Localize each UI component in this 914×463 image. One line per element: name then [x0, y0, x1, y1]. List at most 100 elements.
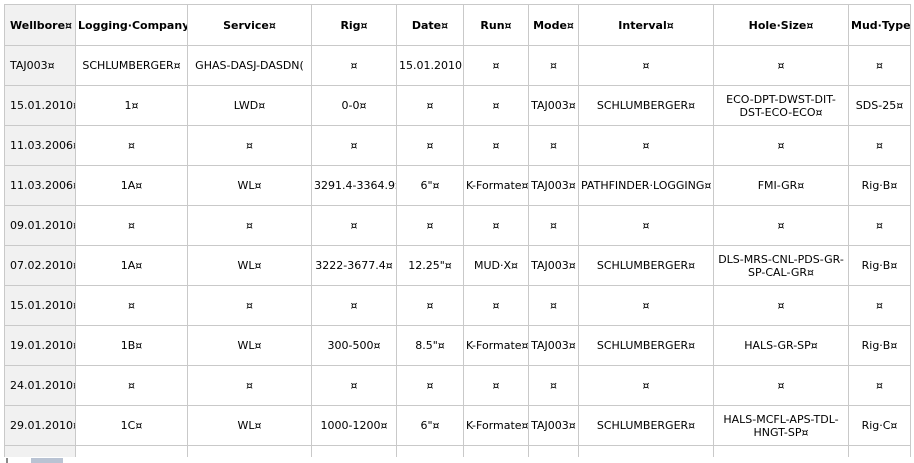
cell-hole-size[interactable]: ¤: [713, 45, 849, 86]
cell-interval[interactable]: SCHLUMBERGER¤: [578, 245, 714, 286]
header-mode[interactable]: Mode¤: [528, 4, 579, 46]
header-date[interactable]: Date¤: [396, 4, 464, 46]
cell-logging-company[interactable]: SCHLUMBERGER¤: [75, 45, 188, 86]
cell-hole-size[interactable]: HALS-GR-SP¤: [713, 325, 849, 366]
cell-mud-type[interactable]: ¤: [848, 285, 911, 326]
cell-hole-size[interactable]: ¤: [713, 365, 849, 406]
cell-run[interactable]: ¤: [463, 45, 529, 86]
cell-wellbore[interactable]: 24.01.2010¤: [4, 365, 76, 406]
cell-mud-type[interactable]: Rig·B¤: [848, 325, 911, 366]
header-hole-size[interactable]: Hole·Size¤: [713, 4, 849, 46]
cell-interval[interactable]: ¤: [578, 125, 714, 166]
cell-mud-type[interactable]: Rig·B¤: [848, 165, 911, 206]
cell-rig[interactable]: ¤: [311, 125, 397, 166]
cell-run[interactable]: MUD·X¤: [463, 245, 529, 286]
cell-mode[interactable]: ¤: [528, 125, 579, 166]
cell-run[interactable]: K-Formate¤: [463, 325, 529, 366]
cell-run[interactable]: ¤: [463, 285, 529, 326]
cell-wellbore[interactable]: 07.02.2010¤: [4, 245, 76, 286]
header-interval[interactable]: Interval¤: [578, 4, 714, 46]
cell-date[interactable]: 12.25"¤: [396, 245, 464, 286]
cell-mud-type[interactable]: Rig·B¤: [848, 245, 911, 286]
cell-date[interactable]: 8.5"¤: [396, 325, 464, 366]
cell-wellbore[interactable]: TAJ003¤: [4, 45, 76, 86]
cell-rig[interactable]: 300-500¤: [311, 325, 397, 366]
cell-run[interactable]: K-Formate¤: [463, 405, 529, 446]
cell-rig[interactable]: 3291.4-3364.9¤: [311, 165, 397, 206]
header-logging-company[interactable]: Logging·Company¤: [75, 4, 188, 46]
cell-mode[interactable]: ¤: [528, 365, 579, 406]
cell-mode[interactable]: TAJ003¤: [528, 405, 579, 446]
cell-hole-size[interactable]: DLS-MRS-CNL-PDS-GR-SP-CAL-GR¤: [713, 245, 849, 286]
cell-run[interactable]: ¤: [463, 205, 529, 246]
cell-run[interactable]: ¤: [463, 85, 529, 126]
cell-mode[interactable]: TAJ003¤: [528, 85, 579, 126]
cell-date[interactable]: 6"¤: [396, 405, 464, 446]
cell-mode[interactable]: ¤: [528, 285, 579, 326]
cell-date[interactable]: 6"¤: [396, 165, 464, 206]
cell-service[interactable]: WL¤: [187, 245, 312, 286]
cell-mode[interactable]: TAJ003¤: [528, 245, 579, 286]
cell-mud-type[interactable]: ¤: [848, 125, 911, 166]
cell-date[interactable]: 15.01.2010(: [396, 45, 464, 86]
cell-logging-company[interactable]: 1B¤: [75, 325, 188, 366]
cell-interval[interactable]: ¤: [578, 45, 714, 86]
cell-mode[interactable]: TAJ003¤: [528, 165, 579, 206]
cell-service[interactable]: ¤: [187, 125, 312, 166]
cell-logging-company[interactable]: ¤: [75, 205, 188, 246]
cell-mode[interactable]: TAJ003¤: [528, 325, 579, 366]
cell-logging-company[interactable]: 1A¤: [75, 245, 188, 286]
cell-hole-size[interactable]: ¤: [713, 125, 849, 166]
cell-date[interactable]: ¤: [396, 285, 464, 326]
cell-mud-type[interactable]: ¤: [848, 45, 911, 86]
cell-interval[interactable]: ¤: [578, 365, 714, 406]
cell-rig[interactable]: ¤: [311, 365, 397, 406]
cell-date[interactable]: ¤: [396, 85, 464, 126]
cell-interval[interactable]: PATHFINDER·LOGGING¤: [578, 165, 714, 206]
cell-rig[interactable]: ¤: [311, 45, 397, 86]
cell-logging-company[interactable]: ¤: [75, 365, 188, 406]
cell-logging-company[interactable]: 1C¤: [75, 405, 188, 446]
cell-rig[interactable]: ¤: [311, 205, 397, 246]
cell-interval[interactable]: ¤: [578, 285, 714, 326]
cell-interval[interactable]: ¤: [578, 205, 714, 246]
header-wellbore[interactable]: Wellbore¤: [4, 4, 76, 46]
cell-mud-type[interactable]: SDS-25¤: [848, 85, 911, 126]
cell-mud-type[interactable]: ¤: [848, 205, 911, 246]
cell-mud-type[interactable]: Rig·C¤: [848, 405, 911, 446]
header-rig[interactable]: Rig¤: [311, 4, 397, 46]
cell-service[interactable]: GHAS-DASJ-DASDN(: [187, 45, 312, 86]
cell-wellbore[interactable]: 29.01.2010¤: [4, 405, 76, 446]
cell-service[interactable]: ¤: [187, 365, 312, 406]
cell-service[interactable]: ¤: [187, 205, 312, 246]
cell-mud-type[interactable]: ¤: [848, 365, 911, 406]
cell-service[interactable]: WL¤: [187, 325, 312, 366]
cell-mode[interactable]: ¤: [528, 205, 579, 246]
cell-service[interactable]: WL¤: [187, 405, 312, 446]
cell-rig[interactable]: 0-0¤: [311, 85, 397, 126]
cell-hole-size[interactable]: HALS-MCFL-APS-TDL-HNGT-SP¤: [713, 405, 849, 446]
cell-logging-company[interactable]: 1¤: [75, 85, 188, 126]
cell-logging-company[interactable]: ¤: [75, 125, 188, 166]
cell-date[interactable]: ¤: [396, 205, 464, 246]
cell-rig[interactable]: 3222-3677.4¤: [311, 245, 397, 286]
cell-hole-size[interactable]: ¤: [713, 285, 849, 326]
header-service[interactable]: Service¤: [187, 4, 312, 46]
cell-logging-company[interactable]: ¤: [75, 285, 188, 326]
cell-interval[interactable]: SCHLUMBERGER¤: [578, 85, 714, 126]
scrollbar-thumb[interactable]: [31, 458, 63, 463]
cell-wellbore[interactable]: 11.03.2006¤: [4, 165, 76, 206]
cell-wellbore[interactable]: 15.01.2010¤: [4, 85, 76, 126]
cell-wellbore[interactable]: 15.01.2010¤: [4, 285, 76, 326]
cell-rig[interactable]: 1000-1200¤: [311, 405, 397, 446]
header-run[interactable]: Run¤: [463, 4, 529, 46]
cell-service[interactable]: WL¤: [187, 165, 312, 206]
cell-wellbore[interactable]: 19.01.2010¤: [4, 325, 76, 366]
cell-date[interactable]: ¤: [396, 365, 464, 406]
cell-service[interactable]: LWD¤: [187, 85, 312, 126]
cell-logging-company[interactable]: 1A¤: [75, 165, 188, 206]
cell-run[interactable]: ¤: [463, 365, 529, 406]
cell-hole-size[interactable]: ¤: [713, 205, 849, 246]
header-mud-type[interactable]: Mud·Type¤: [848, 4, 911, 46]
cell-interval[interactable]: SCHLUMBERGER¤: [578, 405, 714, 446]
